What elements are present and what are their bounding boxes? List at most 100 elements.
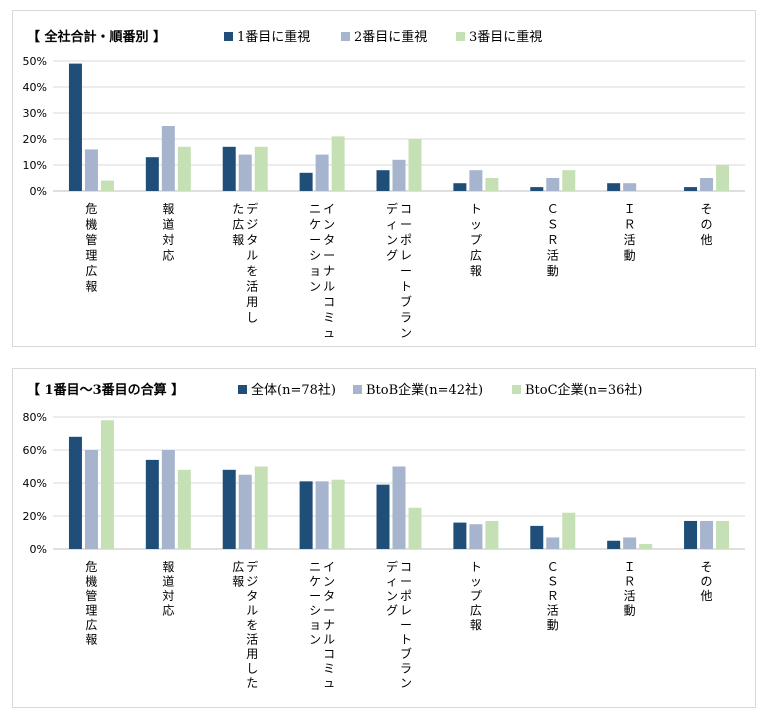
category-label-char: 理 [85, 604, 97, 618]
category-label-char: ラ [400, 311, 412, 325]
bar [177, 146, 191, 191]
y-tick-label: 20% [23, 510, 47, 523]
category-label-char: ナ [323, 618, 335, 632]
category-label-char: デ [246, 559, 258, 574]
bar [562, 512, 576, 549]
bar [100, 180, 114, 191]
category-label-char: ュ [323, 326, 335, 340]
category-label-char: Ｃ [547, 560, 559, 574]
bar [453, 522, 467, 549]
bar [84, 149, 98, 191]
bar [177, 469, 191, 549]
category-label-char: ト [400, 280, 412, 294]
bar [68, 63, 82, 191]
category-label-char: 道 [162, 218, 174, 232]
legend-swatch [456, 32, 465, 41]
chart-title: 【 全社合計・順番別 】 [27, 29, 166, 45]
category-label-char: 報 [232, 233, 244, 247]
category-label-char: ナ [323, 264, 335, 278]
category-label-char: 報 [470, 264, 482, 278]
category-label-char: レ [400, 249, 412, 263]
bar [684, 187, 698, 191]
y-tick-label: 80% [23, 411, 47, 424]
category-label-char: 動 [547, 618, 559, 632]
category-label-char: 対 [162, 233, 174, 247]
bar [700, 178, 714, 191]
category-label-char: た [232, 202, 244, 216]
category-label-char: Ｒ [624, 575, 636, 589]
category-label-char: ポ [400, 233, 412, 247]
bar [392, 159, 406, 191]
category-label-char: 広 [85, 618, 97, 632]
category-label-char: ー [309, 589, 321, 603]
y-tick-label: 0% [30, 543, 47, 556]
bar [392, 466, 406, 549]
category-label-char: ー [400, 618, 412, 632]
legend-label: 3番目に重視 [469, 29, 542, 45]
category-label-char: 報 [85, 280, 97, 294]
category-label-char: コ [400, 202, 412, 216]
category-label-char: 機 [85, 574, 97, 589]
chart-total-svg: 【 1番目～3番目の合算 】 全体(n=78社) BtoB企業(n=42社) BtoC… [23, 382, 745, 690]
bar [331, 136, 345, 191]
chart-panel-order: 【 全社合計・順番別 】 1番目に重視 2番目に重視 3番目に重視 0% 10% 20% 30… [12, 10, 756, 347]
category-label-char: タ [323, 589, 335, 603]
category-label-char: ト [400, 633, 412, 647]
category-label-char: ン [323, 575, 335, 589]
category-label-char: Ｉ [624, 560, 636, 574]
category-label-char: ポ [400, 589, 412, 603]
category-label-char: た [246, 676, 258, 690]
bar [408, 139, 422, 191]
bar [562, 170, 576, 191]
bar [238, 474, 252, 549]
legend-label: 全体(n=78社) [251, 382, 336, 398]
category-label-char: ト [470, 202, 482, 216]
category-label-char: し [246, 311, 258, 325]
bar [145, 157, 159, 191]
category-label-char: コ [323, 647, 335, 661]
category-label-char: ミ [323, 311, 335, 325]
bar [623, 183, 637, 191]
bar [607, 183, 621, 191]
category-label-char: 活 [246, 280, 258, 294]
category-label-char: 報 [85, 633, 97, 647]
category-label-char: プ [470, 589, 482, 603]
category-label-char: ッ [470, 218, 482, 232]
category-label-char: 報 [162, 202, 174, 216]
category-label-char: ー [400, 575, 412, 589]
category-label-char: シ [309, 249, 321, 263]
category-label-char: 活 [246, 633, 258, 647]
category-label-char: 道 [162, 575, 174, 589]
legend-swatch [224, 32, 233, 41]
category-label-char: 用 [246, 295, 258, 309]
bar [700, 520, 714, 549]
category-label-char: ョ [309, 618, 321, 632]
category-label-char: 活 [624, 589, 636, 603]
bar [639, 544, 653, 549]
bar [623, 537, 637, 549]
category-label-char: ー [323, 604, 335, 618]
category-label-char: 報 [162, 560, 174, 574]
category-label-char: を [246, 618, 258, 632]
chart-title: 【 1番目～3番目の合算 】 [27, 382, 184, 398]
category-label-char: シ [309, 604, 321, 618]
category-label-char: Ｓ [547, 218, 559, 232]
category-label-char: ル [246, 249, 258, 263]
category-label-char: ミ [323, 662, 335, 676]
category-label-char: ン [386, 233, 398, 247]
bar [222, 469, 236, 549]
category-label-char: グ [386, 249, 398, 263]
category-label-char: Ｒ [547, 589, 559, 603]
category-label-char: 管 [85, 232, 97, 247]
category-label-char: ン [386, 589, 398, 603]
bar [145, 459, 159, 549]
bar [238, 154, 252, 191]
category-label-char: し [246, 662, 258, 676]
chart-order-svg: 【 全社合計・順番別 】 1番目に重視 2番目に重視 3番目に重視 0% 10% 20% 30… [23, 29, 745, 340]
bar [607, 540, 621, 549]
category-label-char: 動 [624, 249, 636, 263]
category-label-char: ル [323, 633, 335, 647]
legend-label: 2番目に重視 [354, 29, 427, 45]
category-label-char: の [701, 218, 713, 232]
category-label-char: ン [400, 676, 412, 690]
